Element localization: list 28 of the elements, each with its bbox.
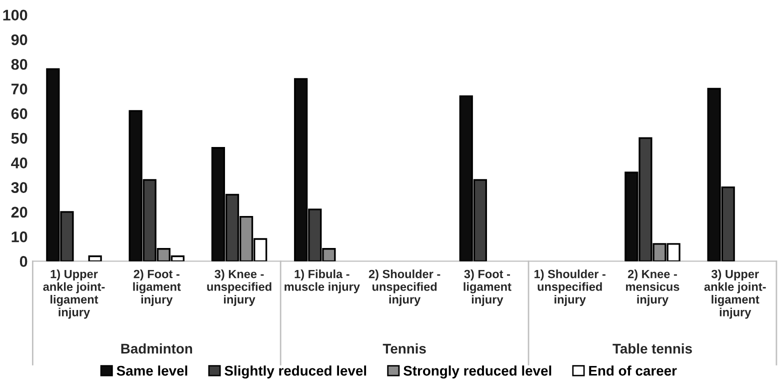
x-tick-label: 2) Knee - mensicus injury xyxy=(626,270,680,306)
x-tick-label: 2) Foot - ligament injury xyxy=(133,270,181,306)
y-tick-label: 100 xyxy=(3,10,28,21)
y-tick-label: 60 xyxy=(11,108,28,120)
legend-label: Same level xyxy=(116,365,188,376)
text: Tennis xyxy=(382,343,426,354)
x-tick-label: 1) Shoulder - unspecified injury xyxy=(534,270,606,306)
y-tick-label: 20 xyxy=(11,206,28,218)
y-tick-label: 90 xyxy=(11,34,28,46)
text: Badminton xyxy=(121,343,192,354)
legend-label: Strongly reduced level xyxy=(404,365,552,378)
y-tick-label: 10 xyxy=(12,231,28,242)
legend-label: Slightly reduced level xyxy=(224,365,366,378)
legend-label: End of career xyxy=(589,365,677,376)
x-tick-label: 3) Upper ankle joint- ligament injury xyxy=(704,270,766,319)
x-tick-label: 2) Shoulder - unspecified injury xyxy=(368,270,440,306)
x-tick-label: 1) Fibula - muscle injury xyxy=(284,270,360,294)
bar xyxy=(88,255,102,262)
y-tick-label: 40 xyxy=(11,158,28,168)
y-tick-label: 30 xyxy=(11,182,28,193)
y-tick-label: 70 xyxy=(11,84,28,94)
x-tick-label: 3) Knee - unspecified injury xyxy=(207,270,272,306)
x-tick-label: 3) Foot - ligament injury xyxy=(464,270,512,306)
y-tick-label: 80 xyxy=(11,58,28,70)
text: Table tennis xyxy=(612,343,692,354)
y-tick-label: 50 xyxy=(11,132,28,144)
x-tick-label: 1) Upper ankle joint- ligament injury xyxy=(43,270,105,319)
y-tick-label: 0 xyxy=(20,256,28,267)
